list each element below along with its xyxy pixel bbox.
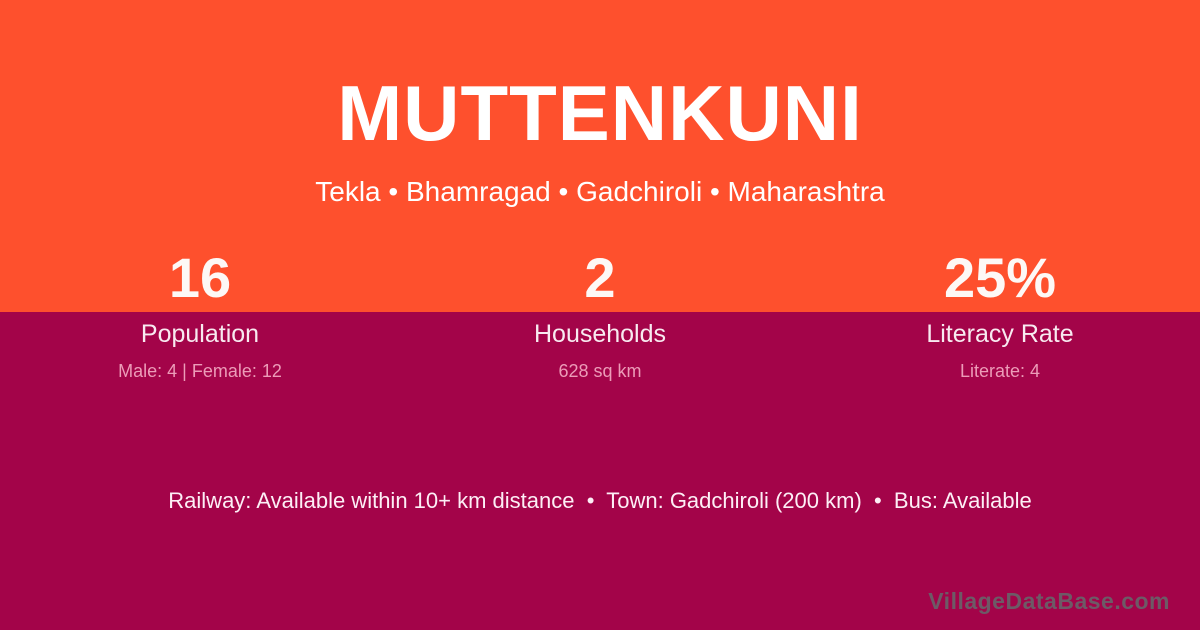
households-column: Households 628 sq km xyxy=(400,319,800,382)
population-column: Population Male: 4 | Female: 12 xyxy=(0,319,400,382)
details-section: Population Male: 4 | Female: 12 Househol… xyxy=(0,312,1200,630)
population-label: Population xyxy=(140,320,260,348)
households-value: 2 xyxy=(584,246,616,309)
connectivity-info-line: Railway: Available within 10+ km distanc… xyxy=(168,488,1032,513)
population-value: 16 xyxy=(168,246,232,309)
village-name-title: MUTTENKUNI xyxy=(337,69,863,157)
literacy-rate-value: 25% xyxy=(943,246,1057,309)
stats-labels-row: Population Male: 4 | Female: 12 Househol… xyxy=(0,312,1200,382)
hero-section: MUTTENKUNI Tekla • Bhamragad • Gadchirol… xyxy=(0,0,1200,312)
households-detail: 628 sq km xyxy=(558,361,642,382)
literacy-rate-column: Literacy Rate Literate: 4 xyxy=(800,319,1200,382)
watermark-text: VillageDataBase.com xyxy=(928,588,1170,614)
stats-values-row: 16 2 25% xyxy=(0,250,1200,312)
population-detail: Male: 4 | Female: 12 xyxy=(118,361,282,382)
literacy-rate-label: Literacy Rate xyxy=(926,320,1074,348)
literacy-rate-detail: Literate: 4 xyxy=(959,361,1041,382)
households-label: Households xyxy=(533,320,667,348)
location-breadcrumb: Tekla • Bhamragad • Gadchiroli • Maharas… xyxy=(315,176,885,207)
